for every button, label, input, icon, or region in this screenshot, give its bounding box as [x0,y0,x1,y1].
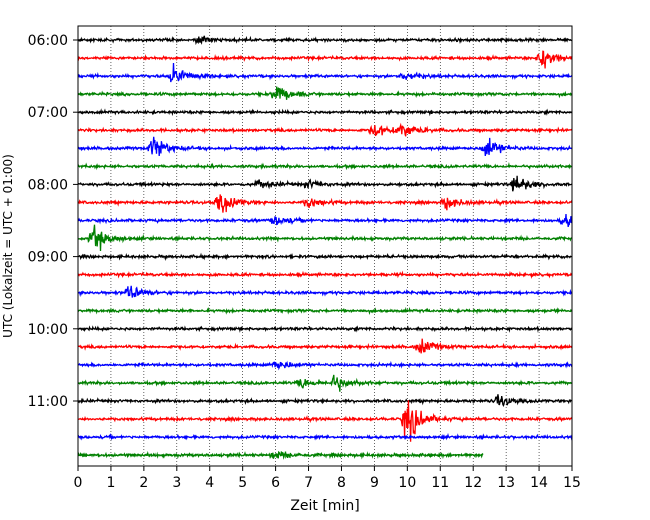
trace-0600 [77,35,573,46]
y-tick-label-0600: 06:00 [28,33,68,49]
trace-0915 [77,270,573,279]
x-tick-label-10: 10 [398,475,416,491]
x-tick-label-6: 6 [271,475,280,491]
trace-0900 [77,252,573,261]
trace-0830 [77,213,573,228]
x-tick-label-8: 8 [337,475,346,491]
trace-1145 [77,450,484,460]
trace-0730 [77,136,573,157]
x-tick-label-13: 13 [497,475,515,491]
trace-0630 [77,62,573,83]
trace-1045 [77,374,573,392]
trace-0645 [77,86,573,100]
trace-0745 [77,161,573,171]
trace-0945 [77,306,573,316]
trace-0845 [77,224,573,252]
y-tick-label-0800: 08:00 [28,177,68,193]
trace-0700 [77,108,573,117]
trace-layer [77,35,573,460]
x-tick-label-4: 4 [205,475,214,491]
trace-1130 [77,432,573,441]
x-axis-ticks: 0 1 2 3 4 5 6 7 8 9 10 11 12 13 14 15 [74,466,581,491]
x-tick-label-7: 7 [304,475,313,491]
x-tick-label-14: 14 [530,475,548,491]
grid-layer [110,26,540,466]
y-tick-label-0900: 09:00 [28,250,68,266]
x-tick-label-5: 5 [238,475,247,491]
x-tick-label-12: 12 [464,475,482,491]
trace-0615 [77,50,573,69]
y-tick-label-0700: 07:00 [28,105,68,121]
x-tick-label-3: 3 [172,475,181,491]
plot-frame [77,25,573,467]
y-axis-ticks: 06:00 07:00 08:00 09:00 10:00 11:00 [28,33,78,410]
trace-0800 [77,175,573,192]
y-tick-label-1100: 11:00 [28,394,68,410]
trace-1115 [77,400,573,442]
y-axis-label: UTC (Lokalzeit = UTC + 01:00) [1,154,15,338]
trace-0715 [77,122,573,137]
y-tick-label-1000: 10:00 [28,322,68,338]
trace-1030 [77,360,573,371]
x-tick-label-0: 0 [74,475,83,491]
x-tick-label-11: 11 [431,475,449,491]
trace-0930 [77,285,573,298]
x-tick-label-9: 9 [370,475,379,491]
x-tick-label-1: 1 [106,475,115,491]
x-tick-label-15: 15 [563,475,581,491]
x-axis-label: Zeit [min] [290,498,359,514]
trace-1100 [77,394,573,408]
trace-0815 [77,194,573,213]
trace-1015 [77,338,573,354]
trace-1000 [77,325,573,333]
x-tick-label-2: 2 [139,475,148,491]
